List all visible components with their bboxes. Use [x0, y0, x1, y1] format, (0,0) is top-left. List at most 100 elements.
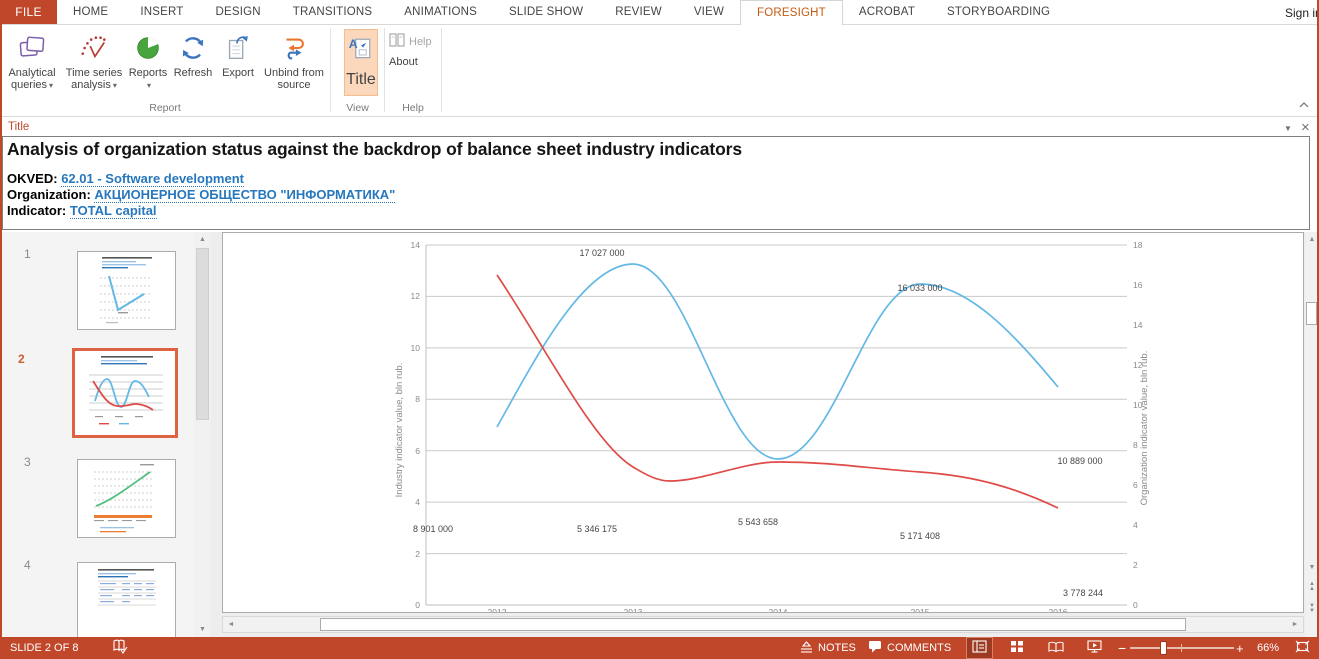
- chevron-up-icon: [1299, 95, 1309, 113]
- thumbnail-preview: [98, 569, 156, 606]
- thumbnail-number-4: 4: [24, 558, 31, 572]
- collapse-ribbon-button[interactable]: [1297, 98, 1311, 110]
- svg-text:2013: 2013: [624, 607, 643, 612]
- tab-home[interactable]: HOME: [73, 6, 109, 18]
- normal-view-icon: [972, 640, 987, 656]
- about-button[interactable]: About: [389, 56, 418, 68]
- thumb-scrollbar-thumb[interactable]: [196, 248, 209, 420]
- okved-label: OKVED:: [7, 171, 58, 186]
- sign-in-button[interactable]: Sign in: [1285, 5, 1317, 20]
- spell-check-button[interactable]: [112, 637, 128, 659]
- horizontal-scrollbar[interactable]: ◄ ►: [222, 616, 1304, 633]
- refresh-button[interactable]: Refresh: [171, 28, 215, 79]
- reading-view-button[interactable]: [1043, 637, 1068, 659]
- help-button[interactable]: Help: [389, 33, 432, 50]
- thumbnail-number-2: 2: [18, 352, 25, 366]
- notes-toggle[interactable]: NOTES: [800, 637, 856, 659]
- thumbnail-scrollbar[interactable]: ▲ ▼: [194, 232, 211, 637]
- tab-review[interactable]: REVIEW: [615, 6, 662, 18]
- pane-menu-button[interactable]: ▼: [1284, 124, 1292, 133]
- pane-close-button[interactable]: ×: [1301, 119, 1310, 136]
- next-slide-button[interactable]: ▼ ▼: [1305, 603, 1319, 614]
- title-pane-label: Title: [8, 121, 30, 133]
- slide-canvas[interactable]: 14 12 10 8 6 4 2 0 18 16 14 12 10 8 6: [222, 232, 1304, 617]
- normal-view-button[interactable]: [966, 637, 993, 659]
- close-icon: ×: [1301, 119, 1310, 136]
- tab-design[interactable]: DESIGN: [215, 6, 261, 18]
- okved-link[interactable]: 62.01 - Software development: [61, 171, 244, 187]
- thumb-scroll-up-button[interactable]: ▲: [194, 232, 211, 247]
- scroll-right-button[interactable]: ►: [1287, 617, 1303, 632]
- slide-chart[interactable]: 14 12 10 8 6 4 2 0 18 16 14 12 10 8 6: [223, 233, 1303, 617]
- svg-text:8: 8: [1133, 440, 1138, 450]
- zoom-in-button[interactable]: +: [1236, 640, 1244, 656]
- scroll-left-button[interactable]: ◄: [223, 617, 239, 632]
- double-arrow-up-icon: ▲: [1309, 586, 1315, 592]
- dropdown-caret-icon: ▾: [146, 81, 151, 90]
- zoom-slider-track[interactable]: [1130, 647, 1234, 649]
- double-arrow-down-icon: ▼: [1309, 608, 1315, 614]
- button-label: About: [389, 56, 418, 68]
- dropdown-caret-icon: ▾: [49, 81, 54, 90]
- indicator-link[interactable]: TOTAL capital: [69, 203, 157, 219]
- window-border-right: [1317, 0, 1319, 659]
- slide-thumbnail-2-selected[interactable]: [72, 348, 178, 438]
- zoom-out-button[interactable]: −: [1118, 640, 1127, 656]
- button-label: Analytical queries: [8, 67, 56, 91]
- horizontal-scrollbar-thumb[interactable]: [320, 618, 1186, 631]
- tab-slide-show[interactable]: SLIDE SHOW: [509, 6, 584, 18]
- arrow-down-icon: ▼: [1308, 563, 1316, 571]
- time-series-analysis-button[interactable]: Time series analysis ▾: [63, 28, 125, 92]
- scroll-down-button[interactable]: ▼: [1305, 560, 1319, 574]
- tab-view[interactable]: VIEW: [693, 6, 725, 18]
- indicator-row: Indicator: TOTAL capital: [7, 203, 1305, 219]
- reports-button[interactable]: Reports ▾: [126, 28, 170, 92]
- spell-check-icon: [112, 639, 128, 657]
- tab-animations[interactable]: ANIMATIONS: [404, 6, 478, 18]
- tab-storyboarding[interactable]: STORYBOARDING: [947, 6, 1051, 18]
- previous-slide-button[interactable]: ▲ ▲: [1305, 581, 1319, 592]
- ribbon: Analytical queries ▾ Time series analysis…: [0, 25, 1319, 117]
- analytical-queries-icon: [17, 31, 47, 65]
- chart-gridlines: [426, 244, 1127, 555]
- unbind-from-source-button[interactable]: Unbind from source: [260, 28, 328, 91]
- svg-text:8 901 000: 8 901 000: [413, 524, 453, 534]
- tab-insert[interactable]: INSERT: [140, 6, 184, 18]
- button-label: Reports: [128, 67, 168, 79]
- title-toggle-button[interactable]: A Title: [344, 29, 378, 96]
- vertical-scrollbar-thumb[interactable]: [1306, 302, 1317, 325]
- title-view-icon: A: [347, 34, 375, 67]
- tab-file[interactable]: FILE: [0, 0, 57, 24]
- comments-toggle[interactable]: COMMENTS: [868, 637, 951, 659]
- slide-sorter-view-button[interactable]: [1005, 637, 1029, 659]
- slide-thumbnail-1[interactable]: [77, 251, 176, 330]
- zoom-level-button[interactable]: 66%: [1257, 642, 1280, 654]
- scroll-up-button[interactable]: ▲: [1305, 232, 1319, 246]
- status-bar: SLIDE 2 OF 8 NOTES: [0, 637, 1319, 659]
- svg-text:6: 6: [415, 446, 420, 456]
- zoom-slider-thumb[interactable]: [1160, 641, 1167, 655]
- export-button[interactable]: Export: [216, 28, 260, 79]
- ribbon-group-label-view: View: [346, 102, 369, 114]
- tab-transitions[interactable]: TRANSITIONS: [292, 6, 373, 18]
- ribbon-group-help: Help About Help: [385, 25, 441, 116]
- fit-slide-to-window-button[interactable]: [1290, 637, 1314, 659]
- slide-thumbnail-4[interactable]: [77, 562, 176, 637]
- button-label: Unbind from source: [264, 67, 324, 91]
- tab-foresight[interactable]: FORESIGHT: [740, 0, 843, 25]
- svg-text:16: 16: [1133, 280, 1143, 290]
- slide-thumbnail-3[interactable]: [77, 459, 176, 538]
- left-axis-title: Industry indicator value, bln rub.: [394, 363, 405, 498]
- organization-link[interactable]: АКЦИОНЕРНОЕ ОБЩЕСТВО "ИНФОРМАТИКА": [94, 187, 396, 203]
- slide-sorter-icon: [1010, 640, 1024, 656]
- tab-acrobat[interactable]: ACROBAT: [858, 6, 916, 18]
- title-text-box[interactable]: Analysis of organization status against …: [2, 136, 1310, 230]
- title-pane: Title ▼ × Analysis of organization statu…: [0, 118, 1319, 232]
- analytical-queries-button[interactable]: Analytical queries ▾: [2, 28, 62, 92]
- slide-thumbnail-panel: 1 2: [0, 232, 194, 637]
- thumb-scroll-down-button[interactable]: ▼: [194, 622, 211, 637]
- vertical-scrollbar[interactable]: ▲ ▼ ▲ ▲ ▼ ▼: [1305, 232, 1319, 637]
- button-label: Help: [409, 35, 432, 48]
- slide-show-button[interactable]: [1082, 637, 1107, 659]
